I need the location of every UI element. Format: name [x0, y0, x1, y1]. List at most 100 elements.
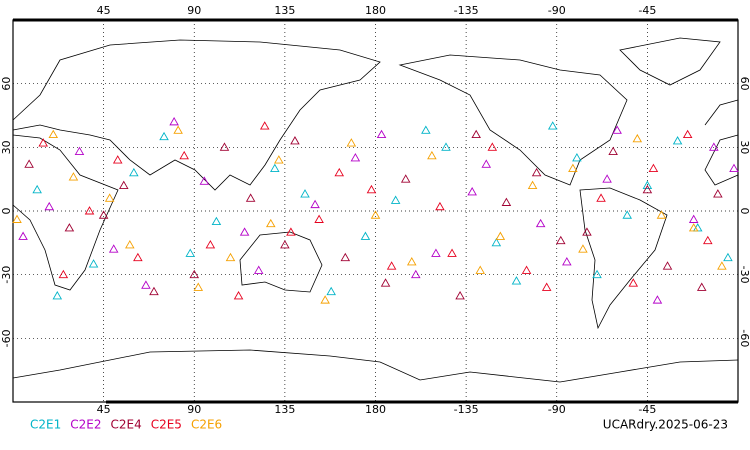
triangle-marker — [366, 184, 377, 194]
triangle-marker — [193, 282, 204, 291]
triangle-marker — [290, 136, 300, 145]
x-tick-label-bottom: 135 — [274, 403, 295, 416]
triangle-marker — [527, 180, 538, 189]
y-tick-label-right: 0 — [738, 208, 750, 215]
triangle-marker — [108, 244, 119, 253]
triangle-marker — [475, 265, 485, 274]
triangle-marker — [98, 210, 109, 219]
triangle-marker — [253, 265, 264, 274]
triangle-marker — [118, 180, 129, 189]
triangle-marker — [648, 163, 659, 173]
triangle-marker — [628, 278, 639, 287]
triangle-marker — [531, 167, 542, 177]
triangle-marker — [205, 240, 216, 249]
triangle-marker — [380, 278, 391, 287]
triangle-marker — [141, 280, 151, 289]
triangle-marker — [173, 125, 183, 134]
triangle-marker — [447, 248, 457, 257]
legend-entry: C2E5 — [151, 418, 182, 432]
triangle-marker — [602, 174, 612, 183]
triangle-marker — [688, 214, 699, 223]
triangle-marker — [672, 136, 683, 145]
triangle-marker — [431, 248, 441, 257]
triangle-marker — [572, 153, 582, 162]
triangle-marker — [32, 184, 42, 194]
triangle-marker — [390, 195, 401, 204]
triangle-marker — [535, 218, 546, 228]
triangle-marker — [713, 189, 723, 198]
triangle-marker — [487, 142, 498, 151]
triangle-marker — [491, 237, 502, 247]
triangle-marker — [642, 180, 653, 189]
triangle-marker — [112, 155, 123, 164]
y-tick-label-left: 60 — [0, 77, 13, 91]
x-tick-label-top: -90 — [548, 4, 566, 17]
triangle-marker — [169, 116, 179, 126]
triangle-marker — [622, 210, 633, 219]
x-tick-label-bottom: -90 — [548, 403, 566, 416]
triangle-marker — [125, 240, 135, 249]
australia — [239, 231, 323, 293]
triangle-marker — [441, 142, 451, 151]
triangle-marker — [501, 197, 512, 206]
triangle-marker — [723, 252, 733, 262]
triangle-marker — [68, 172, 79, 181]
triangle-marker — [266, 218, 276, 228]
triangle-marker — [729, 163, 739, 173]
triangle-marker — [682, 129, 693, 139]
y-tick-label-right: 30 — [738, 140, 750, 154]
x-tick-label-bottom: 90 — [187, 403, 201, 416]
triangle-marker — [608, 146, 618, 156]
x-tick-label-top: -135 — [454, 4, 479, 17]
triangle-marker — [52, 290, 63, 300]
triangle-marker — [360, 231, 371, 240]
triangle-marker — [320, 295, 330, 304]
triangle-marker — [225, 252, 236, 262]
triangle-marker — [421, 125, 431, 134]
x-tick-label-bottom: -135 — [454, 403, 479, 416]
triangle-marker — [632, 133, 643, 143]
north-america — [398, 54, 628, 186]
triangle-marker — [185, 248, 195, 257]
greenland — [619, 37, 721, 86]
triangle-marker — [692, 223, 703, 232]
legend-entry: C2E2 — [70, 418, 101, 432]
triangle-marker — [219, 142, 230, 151]
triangle-marker — [541, 282, 552, 291]
triangle-marker — [350, 153, 361, 162]
y-tick-label-left: 0 — [0, 208, 13, 215]
triangle-marker — [578, 244, 588, 253]
legend-entry: C2E1 — [30, 418, 61, 432]
observations — [12, 116, 739, 304]
triangle-marker — [376, 129, 387, 139]
legend-entry: C2E4 — [110, 418, 141, 432]
triangle-marker — [435, 201, 445, 211]
y-tick-label-right: -30 — [738, 266, 750, 284]
triangle-marker — [334, 167, 345, 177]
eurasia — [12, 39, 739, 191]
triangle-marker — [38, 138, 48, 147]
triangle-marker — [709, 142, 719, 151]
triangle-marker — [48, 129, 59, 139]
product-label: UCARdry.2025-06-23 — [603, 418, 728, 432]
legend-entry: C2E6 — [191, 418, 222, 432]
triangle-marker — [703, 235, 713, 245]
triangle-marker — [104, 193, 115, 202]
triangle-marker — [547, 121, 558, 130]
x-tick-label-top: 90 — [187, 4, 201, 17]
triangle-marker — [280, 240, 290, 249]
triangle-marker — [149, 286, 159, 296]
triangle-marker — [245, 193, 256, 202]
africa — [12, 134, 739, 291]
triangle-marker — [596, 193, 606, 202]
triangle-marker — [688, 223, 699, 232]
triangle-marker — [44, 201, 55, 211]
triangle-marker — [471, 129, 481, 139]
triangle-marker — [696, 282, 707, 291]
triangle-marker — [556, 235, 566, 245]
x-tick-label-bottom: 45 — [97, 403, 111, 416]
triangle-marker — [427, 150, 437, 160]
triangle-marker — [300, 189, 310, 198]
triangle-marker — [386, 261, 397, 270]
triangle-marker — [24, 159, 34, 168]
